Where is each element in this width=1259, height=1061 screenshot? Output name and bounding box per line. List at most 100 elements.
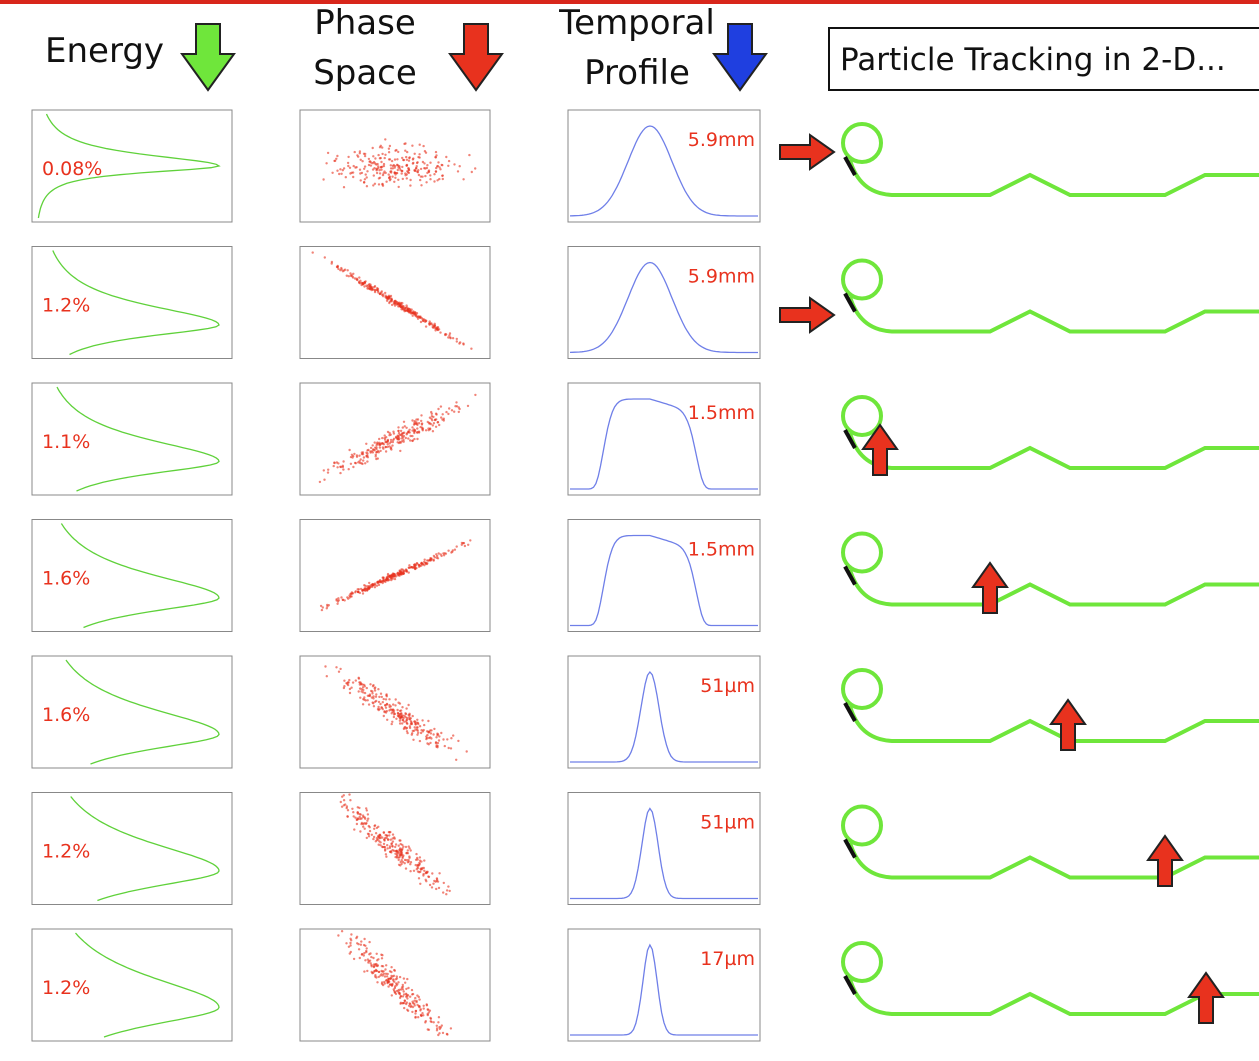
phase-dot	[399, 450, 401, 452]
phase-dot	[414, 311, 416, 313]
phase-dot	[397, 165, 399, 167]
phase-dot	[340, 173, 342, 175]
phase-dot	[389, 708, 391, 710]
phase-dot	[452, 549, 454, 551]
phase-dot	[333, 462, 335, 464]
phase-dot	[415, 314, 417, 316]
phase-dot	[388, 834, 390, 836]
phase-dot	[413, 1000, 415, 1002]
phase-dot	[361, 160, 363, 162]
phase-dot	[363, 938, 365, 940]
phase-dot	[404, 726, 406, 728]
phase-dot	[366, 970, 368, 972]
phase-dot	[424, 319, 426, 321]
phase-dot	[348, 679, 350, 681]
phase-dot	[408, 429, 410, 431]
phase-dot	[400, 430, 402, 432]
phase-dot	[419, 725, 421, 727]
phase-dot	[364, 828, 366, 830]
phase-dot	[423, 724, 425, 726]
phase-dot	[375, 458, 377, 460]
phase-dot	[369, 288, 371, 290]
phase-dot	[379, 446, 381, 448]
phase-dot	[414, 1004, 416, 1006]
phase-dot	[418, 1006, 420, 1008]
phase-dot	[385, 172, 387, 174]
phase-dot	[422, 730, 424, 732]
phase-dot	[349, 799, 351, 801]
ring	[843, 397, 881, 435]
phase-dot	[429, 320, 431, 322]
energy-spread-label: 1.2%	[42, 295, 90, 317]
phase-dot	[449, 337, 451, 339]
phase-dot	[410, 849, 412, 851]
phase-dot	[433, 880, 435, 882]
phase-dot	[386, 719, 388, 721]
phase-dot	[361, 953, 363, 955]
phase-dot	[372, 147, 374, 149]
phase-dot	[374, 291, 376, 293]
phase-dot	[390, 439, 392, 441]
phase-dot	[397, 426, 399, 428]
phase-dot	[414, 997, 416, 999]
phase-dot	[355, 937, 357, 939]
phase-dot	[354, 151, 356, 153]
phase-dot	[404, 982, 406, 984]
phase-dot	[394, 302, 396, 304]
phase-dot	[359, 150, 361, 152]
phase-dot	[374, 441, 376, 443]
phase-dot	[432, 733, 434, 735]
phase-dot	[362, 691, 364, 693]
phase-dot	[336, 266, 338, 268]
phase-dot	[376, 839, 378, 841]
phase-dot	[429, 174, 431, 176]
phase-dot	[399, 441, 401, 443]
phase-dot	[410, 1006, 412, 1008]
phase-dot	[425, 563, 427, 565]
phase-dot	[397, 151, 399, 153]
phase-dot	[398, 856, 400, 858]
phase-dot	[417, 723, 419, 725]
phase-dot	[420, 321, 422, 323]
phase-dot	[351, 454, 353, 456]
phase-dot	[425, 872, 427, 874]
phase-dot	[363, 588, 365, 590]
phase-dot	[361, 282, 363, 284]
phase-dot	[382, 577, 384, 579]
phase-dot	[370, 451, 372, 453]
phase-dot	[447, 165, 449, 167]
phase-dot	[391, 721, 393, 723]
phase-dot	[389, 145, 391, 147]
phase-dot	[429, 162, 431, 164]
phase-dot	[327, 469, 329, 471]
phase-dot	[367, 587, 369, 589]
phase-dot	[385, 964, 387, 966]
ring	[843, 943, 881, 981]
phase-dot	[413, 870, 415, 872]
phase-dot	[409, 439, 411, 441]
phase-dot	[427, 421, 429, 423]
phase-dot	[342, 599, 344, 601]
phase-dot	[413, 428, 415, 430]
phase-dot	[377, 167, 379, 169]
phase-dot	[398, 859, 400, 861]
phase-dot	[391, 160, 393, 162]
phase-dot	[369, 830, 371, 832]
phase-dot	[381, 442, 383, 444]
phase-dot	[433, 728, 435, 730]
phase-dot	[402, 719, 404, 721]
phase-dot	[345, 176, 347, 178]
phase-dot	[399, 993, 401, 995]
phase-dot	[405, 707, 407, 709]
phase-dot	[390, 984, 392, 986]
phase-dot	[376, 959, 378, 961]
energy-header: Energy	[45, 31, 164, 71]
phase-dot	[371, 834, 373, 836]
phase-dot	[423, 859, 425, 861]
phase-dot	[393, 988, 395, 990]
phase-dot	[364, 462, 366, 464]
phase-dot	[426, 737, 428, 739]
phase-dot	[414, 723, 416, 725]
phase-dot	[364, 165, 366, 167]
phase-dot	[388, 434, 390, 436]
